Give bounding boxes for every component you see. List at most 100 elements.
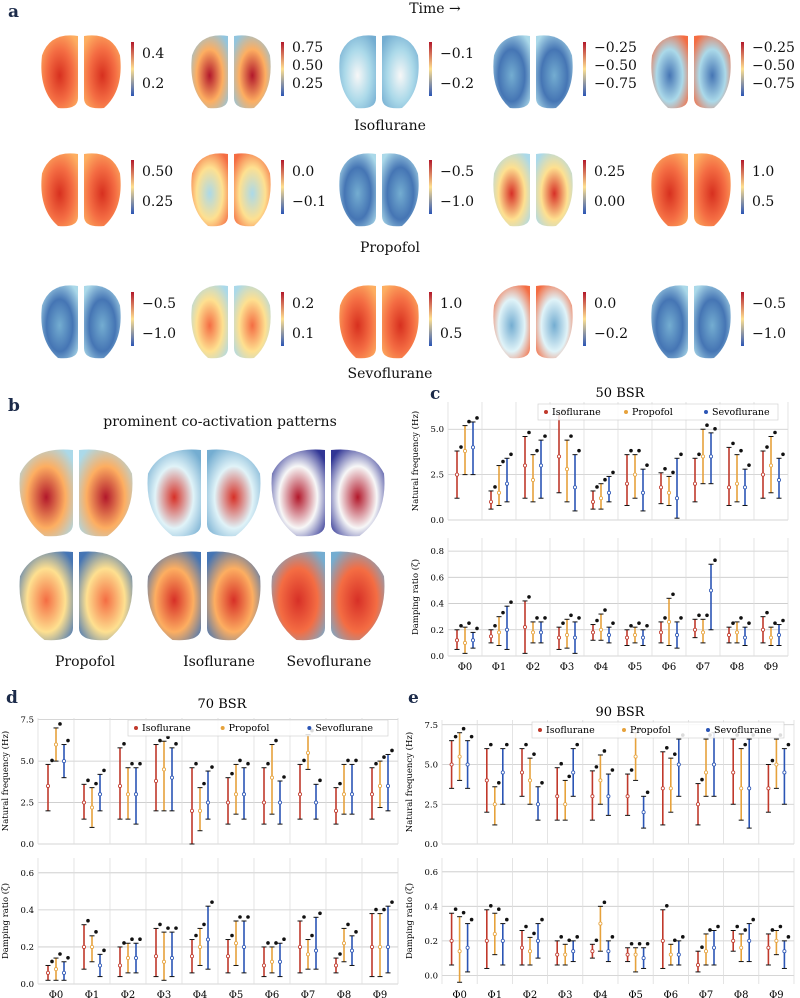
coactivation-map-bottom-1: [147, 551, 261, 641]
outlier-1-bottom-1-6: [274, 941, 278, 945]
mean-point-2-top-0-5: [625, 794, 630, 799]
outlier-2-bottom-2-6: [681, 935, 685, 939]
outlier-1-top-1-2: [130, 761, 134, 766]
colorbar-tick-0-4-0: −0.25: [752, 40, 795, 56]
outlier-2-top-0-4: [594, 765, 599, 769]
mean-point-0-bottom-2-1: [504, 627, 509, 632]
mean-point-1-top-1-5: [233, 792, 238, 797]
xtick-d-6: Φ6: [265, 990, 280, 998]
mean-point-1-top-1-4: [197, 808, 202, 813]
colorbar-tick-0-0-0: 0.4: [142, 46, 165, 62]
mean-point-1-top-1-1: [90, 805, 95, 810]
outlier-2-top-0-0: [453, 734, 458, 739]
outlier-0-bottom-0-4: [595, 618, 599, 623]
outlier-1-bottom-0-2: [122, 941, 126, 945]
outlier-0-top-2-4: [611, 470, 615, 475]
mean-point-1-bottom-1-2: [126, 956, 131, 961]
mean-point-0-bottom-2-0: [470, 638, 475, 643]
mean-point-0-bottom-1-8: [735, 630, 740, 635]
mean-point-1-bottom-1-4: [197, 944, 202, 949]
colorbar-1-4: [741, 160, 744, 214]
mean-point-2-bottom-0-5: [625, 952, 630, 957]
outlier-1-bottom-0-7: [302, 915, 306, 919]
mean-point-1-top-1-3: [161, 767, 166, 772]
mean-point-1-bottom-2-6: [277, 959, 282, 964]
legend-marker-c-1: [624, 410, 628, 414]
outlier-0-bottom-2-7: [713, 558, 717, 563]
mean-point-2-top-0-3: [555, 794, 560, 799]
brain-map-2-4: [651, 285, 731, 359]
outlier-1-top-1-5: [238, 758, 242, 763]
mean-point-1-bottom-2-8: [349, 948, 354, 953]
outlier-0-bottom-0-5: [629, 623, 633, 628]
outlier-1-bottom-0-3: [158, 922, 162, 927]
xtick-e-3: Φ3: [558, 990, 573, 998]
ylabel-top-c: Natural frequency (Hz): [410, 411, 421, 511]
mean-point-2-bottom-0-0: [449, 938, 454, 943]
colorbar-tick-0-3-1: −0.50: [594, 58, 637, 74]
legend-label-d-0: Isoflurane: [142, 723, 191, 734]
mean-point-0-top-1-5: [633, 472, 638, 477]
mean-point-0-bottom-1-6: [667, 619, 672, 624]
mean-point-2-top-1-9: [774, 762, 779, 767]
ytick-2-bottom-1: 0.2: [424, 937, 438, 947]
ylabel-top-e: Natural frequency (Hz): [404, 732, 415, 832]
outlier-1-bottom-1-5: [238, 915, 242, 919]
outlier-0-top-1-1: [501, 459, 505, 464]
outlier-2-top-0-7: [700, 777, 704, 782]
colorbar-tick-1-0-1: 0.25: [142, 194, 174, 210]
mean-point-2-top-0-9: [766, 786, 771, 791]
mean-point-2-top-0-4: [590, 794, 595, 799]
brain-map-0-4: [651, 35, 731, 109]
ytick-1-top-3: 7.5: [20, 716, 34, 726]
legend-label-c-0: Isoflurane: [552, 407, 601, 418]
outlier-1-bottom-2-0: [66, 955, 70, 960]
mean-point-0-bottom-1-5: [633, 633, 638, 638]
coactivation-map-top-0: [19, 449, 133, 537]
mean-point-0-top-1-4: [599, 496, 604, 501]
chart-title-e: 90 BSR: [596, 705, 646, 720]
outlier-1-top-0-5: [230, 771, 234, 776]
outlier-1-top-1-6: [274, 738, 278, 743]
ytick-2-bottom-0: 0.0: [424, 971, 438, 981]
colorbar-0-0: [131, 42, 134, 96]
ytick-0-top-1: 2.5: [430, 471, 444, 481]
xtick-d-7: Φ7: [301, 990, 316, 998]
brain-map-2-3: [493, 285, 573, 359]
legend-d: Isoflurane Propofol Sevoflurane: [127, 719, 389, 737]
mean-point-0-bottom-2-2: [539, 630, 544, 635]
mean-point-0-top-2-8: [743, 485, 748, 490]
mean-point-2-top-0-7: [696, 802, 701, 807]
mean-point-1-bottom-1-9: [377, 944, 382, 949]
outlier-1-bottom-0-9: [374, 907, 378, 912]
outlier-0-top-0-7: [697, 452, 701, 457]
outlier-2-bottom-0-7: [700, 945, 704, 950]
mean-point-2-bottom-1-6: [668, 952, 673, 957]
outlier-1-top-1-1: [94, 781, 98, 786]
outlier-2-bottom-2-7: [716, 924, 720, 929]
colorbar-tick-2-0-0: −0.5: [142, 296, 176, 312]
outlier-2-bottom-2-5: [645, 941, 650, 946]
outlier-0-bottom-2-4: [611, 621, 615, 625]
mean-point-2-bottom-2-1: [500, 938, 505, 943]
outlier-1-top-0-9: [374, 761, 378, 766]
outlier-2-bottom-0-1: [489, 903, 493, 908]
mean-point-2-top-1-2: [528, 778, 533, 783]
mean-point-1-bottom-0-5: [225, 954, 230, 959]
xtick-c-2: Φ2: [526, 662, 541, 673]
brain-map-0-1: [191, 35, 271, 109]
row-caption-0: Isoflurane: [354, 118, 426, 134]
mean-point-0-top-0-1: [488, 499, 493, 504]
mean-point-2-bottom-1-4: [598, 921, 603, 926]
mean-point-1-bottom-1-1: [90, 944, 95, 949]
outlier-1-top-2-6: [282, 775, 286, 779]
legend-c: Isoflurane Propofol Sevoflurane: [537, 403, 779, 421]
mean-point-0-bottom-0-8: [727, 633, 732, 638]
mean-point-0-top-0-0: [454, 472, 459, 477]
outlier-2-top-0-6: [665, 745, 669, 750]
outlier-1-top-1-4: [202, 781, 206, 786]
outlier-0-bottom-1-5: [637, 621, 641, 625]
mean-point-1-top-2-0: [62, 759, 67, 764]
mean-point-0-bottom-0-5: [625, 635, 630, 640]
